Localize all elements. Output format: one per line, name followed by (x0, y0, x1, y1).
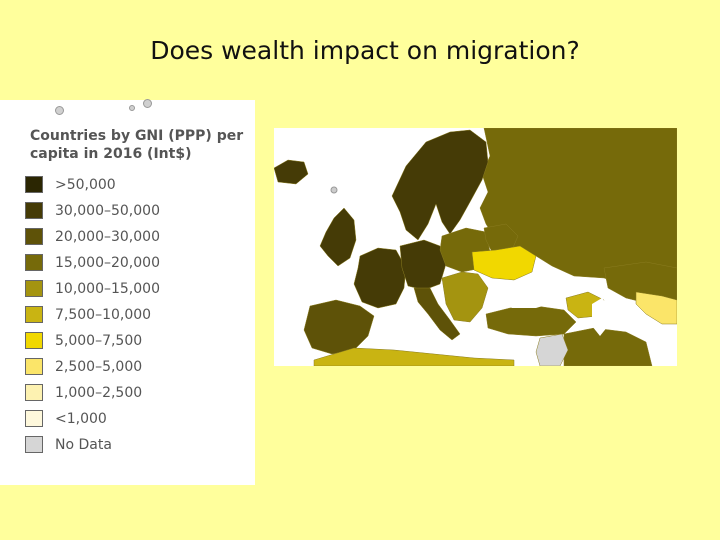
region-western-europe (353, 247, 407, 309)
legend-item: 20,000–30,000 (25, 227, 160, 246)
map-svg (274, 128, 677, 366)
legend-decoration-dot (55, 106, 64, 115)
legend-swatch (25, 202, 43, 219)
legend-swatch (25, 228, 43, 245)
region-central-asia (635, 291, 677, 325)
legend-swatch (25, 384, 43, 401)
map-legend: Countries by GNI (PPP) per capita in 201… (0, 99, 255, 485)
legend-swatch (25, 176, 43, 193)
legend-decoration-dot (143, 99, 152, 108)
slide-title: Does wealth impact on migration? (150, 36, 580, 65)
region-balkans (441, 271, 489, 323)
legend-decoration-dot (129, 105, 135, 111)
legend-item: 1,000–2,500 (25, 383, 142, 402)
legend-label: 10,000–15,000 (55, 280, 160, 297)
legend-label: 1,000–2,500 (55, 384, 143, 401)
map-island-dot (330, 186, 338, 194)
legend-label: <1,000 (55, 410, 107, 427)
legend-item: 15,000–20,000 (25, 253, 160, 272)
region-central-europe (399, 239, 447, 291)
legend-title-line-1: Countries by GNI (PPP) per (30, 128, 244, 144)
legend-label: 5,000–7,500 (55, 332, 143, 349)
legend-title: Countries by GNI (PPP) per capita in 201… (30, 127, 255, 163)
legend-title-line-2: capita in 2016 (Int$) (30, 146, 192, 162)
legend-swatch (25, 436, 43, 453)
region-north-africa (313, 347, 515, 366)
legend-swatch (25, 280, 43, 297)
legend-label: 15,000–20,000 (55, 254, 160, 271)
legend-item: 30,000–50,000 (25, 201, 160, 220)
region-ukraine (471, 245, 537, 281)
region-uk (319, 207, 357, 267)
legend-item: No Data (25, 435, 112, 454)
region-iberia (303, 299, 375, 355)
legend-swatch (25, 254, 43, 271)
legend-label: 30,000–50,000 (55, 202, 160, 219)
legend-label: 7,500–10,000 (55, 306, 152, 323)
region-turkey (485, 305, 577, 337)
europe-choropleth-map (274, 128, 677, 366)
region-syria (535, 333, 569, 366)
legend-item: 10,000–15,000 (25, 279, 160, 298)
black-sea (500, 282, 556, 308)
legend-item: 2,500–5,000 (25, 357, 142, 376)
legend-swatch (25, 410, 43, 427)
region-italy (413, 287, 461, 341)
legend-item: 5,000–7,500 (25, 331, 142, 350)
legend-swatch (25, 358, 43, 375)
region-scandinavia (391, 129, 489, 241)
legend-label: No Data (55, 436, 112, 453)
legend-swatch (25, 332, 43, 349)
legend-label: 2,500–5,000 (55, 358, 143, 375)
legend-item: <1,000 (25, 409, 107, 428)
legend-label: 20,000–30,000 (55, 228, 160, 245)
region-iceland (274, 159, 309, 185)
legend-label: >50,000 (55, 176, 116, 193)
legend-item: >50,000 (25, 175, 116, 194)
legend-swatch (25, 306, 43, 323)
caspian-sea (592, 298, 610, 336)
legend-item: 7,500–10,000 (25, 305, 151, 324)
